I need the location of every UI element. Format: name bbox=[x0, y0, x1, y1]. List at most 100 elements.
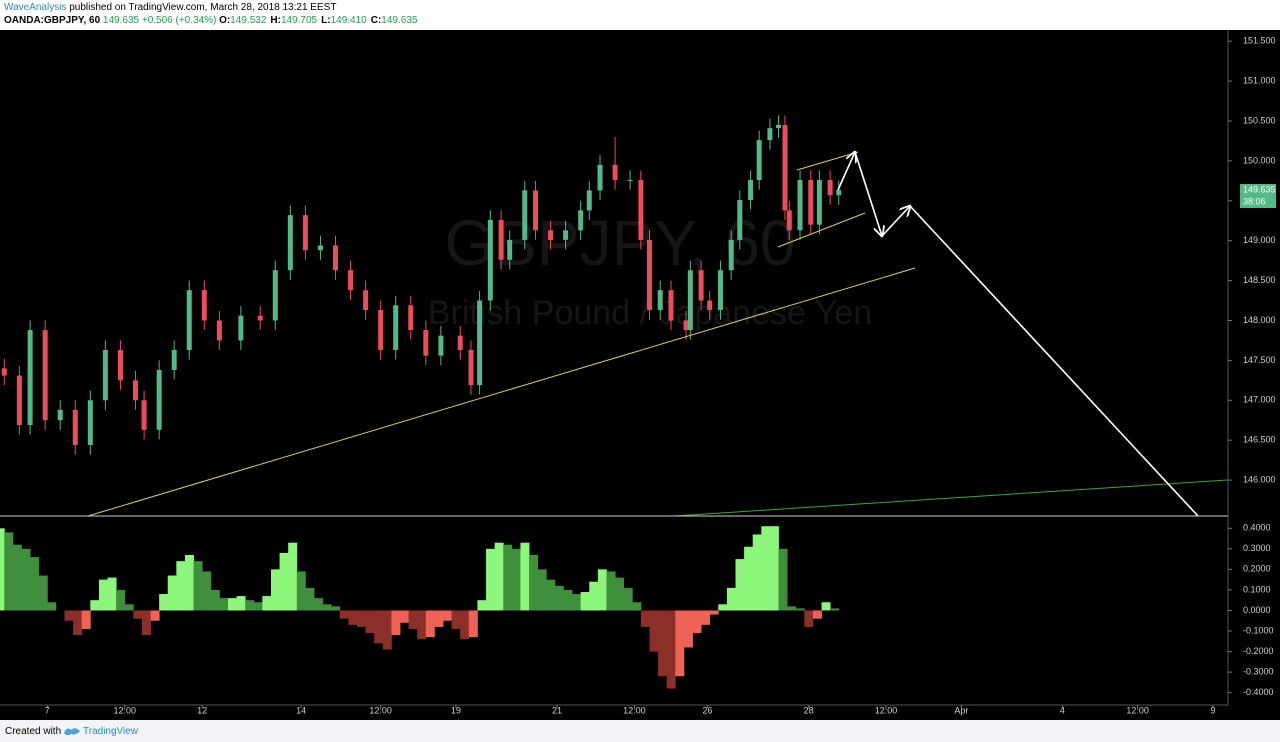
histogram-bar bbox=[133, 610, 143, 619]
last-price-tag bbox=[1240, 184, 1276, 197]
histogram-bar bbox=[769, 526, 779, 611]
candle-body bbox=[348, 270, 354, 291]
candle-body bbox=[16, 375, 22, 426]
channel-line bbox=[777, 212, 866, 248]
forecast-arrow bbox=[837, 152, 855, 191]
x-tick-label: 14 bbox=[296, 705, 306, 715]
candle-body bbox=[477, 300, 483, 386]
histogram-bar bbox=[124, 604, 134, 611]
histogram-bar bbox=[563, 589, 573, 611]
candle-body bbox=[612, 164, 618, 181]
candle-body bbox=[408, 305, 414, 331]
candle-body bbox=[827, 180, 833, 196]
histogram-bar bbox=[580, 591, 590, 611]
candle-body bbox=[216, 320, 222, 341]
candle-body bbox=[816, 180, 822, 225]
ohlc-label: O: bbox=[219, 15, 231, 26]
candle-body bbox=[302, 215, 308, 251]
candle-body bbox=[487, 219, 493, 301]
ohlc-value: 149.635 bbox=[381, 15, 418, 26]
histogram-bar bbox=[262, 596, 272, 611]
trendline bbox=[674, 479, 1228, 516]
histogram-bar bbox=[374, 610, 384, 644]
symbol: OANDA:GBPJPY, 60 bbox=[4, 15, 101, 26]
published: published on TradingView.com, March 28, … bbox=[69, 2, 337, 13]
candle-body bbox=[507, 239, 513, 260]
histogram-bar bbox=[443, 610, 453, 621]
histogram-bar bbox=[116, 589, 126, 611]
histogram-bar bbox=[150, 610, 160, 621]
x-tick-label: 19 bbox=[451, 705, 461, 715]
histogram-bar bbox=[12, 544, 22, 611]
histogram-bar bbox=[658, 610, 668, 677]
histogram-bar bbox=[4, 532, 14, 611]
x-tick-label: 12 bbox=[197, 705, 207, 715]
candle-body bbox=[687, 270, 693, 331]
candle-body bbox=[782, 124, 788, 211]
candle-body bbox=[586, 190, 592, 211]
candle-body bbox=[638, 180, 644, 240]
candle-body bbox=[756, 140, 762, 181]
histogram-bar bbox=[30, 557, 40, 611]
y-tick-label: 147.000 bbox=[1243, 395, 1276, 405]
histogram-bar bbox=[804, 610, 814, 627]
y-tick-label: 146.000 bbox=[1243, 474, 1276, 484]
histogram-bar bbox=[176, 561, 186, 611]
x-tick-label: 12:00 bbox=[875, 705, 898, 715]
candle-body bbox=[238, 315, 244, 341]
candle-body bbox=[836, 190, 842, 196]
y-tick-label: 149.000 bbox=[1243, 235, 1276, 245]
ohlc-label: H: bbox=[270, 15, 281, 26]
y-tick-label: 151.000 bbox=[1243, 75, 1276, 85]
candle-body bbox=[786, 210, 792, 231]
histogram-bar bbox=[425, 610, 435, 638]
candle-body bbox=[102, 350, 108, 401]
created-with: Created with bbox=[5, 726, 62, 737]
histogram-bar bbox=[270, 569, 280, 611]
y-tick-label: -0.3000 bbox=[1243, 666, 1274, 676]
x-tick-label: 12:00 bbox=[1126, 705, 1149, 715]
histogram-bar bbox=[744, 546, 754, 611]
histogram-bar bbox=[511, 548, 521, 611]
candle-body bbox=[627, 180, 633, 182]
y-tick-label: 151.500 bbox=[1243, 36, 1276, 46]
histogram-bar bbox=[623, 587, 633, 611]
header: WaveAnalysis published on TradingView.co… bbox=[0, 0, 1280, 30]
histogram-bar bbox=[632, 602, 642, 611]
brand[interactable]: TradingView bbox=[83, 726, 139, 737]
y-tick-label: 146.500 bbox=[1243, 435, 1276, 445]
watermark: GBPJPY, 60 bbox=[444, 207, 795, 279]
header-line: WaveAnalysis published on TradingView.co… bbox=[4, 2, 336, 13]
candle-body bbox=[87, 400, 93, 445]
histogram-bar bbox=[468, 610, 478, 638]
candle-body bbox=[42, 330, 48, 421]
x-tick-label: 4 bbox=[1060, 705, 1065, 715]
author[interactable]: WaveAnalysis bbox=[4, 2, 67, 13]
histogram-bar bbox=[331, 606, 341, 611]
ohlc-value: 149.532 bbox=[230, 15, 267, 26]
histogram-bar bbox=[640, 610, 650, 627]
histogram-bar bbox=[90, 600, 100, 611]
background bbox=[0, 30, 1280, 720]
histogram-bar bbox=[787, 606, 797, 611]
candle-body bbox=[717, 270, 723, 311]
histogram-bar bbox=[73, 610, 83, 636]
histogram-bar bbox=[529, 554, 539, 611]
histogram-bar bbox=[322, 604, 332, 611]
last-price-label: 149.635 bbox=[1243, 184, 1276, 194]
histogram-bar bbox=[486, 548, 496, 611]
histogram-bar bbox=[64, 610, 74, 621]
candle-body bbox=[57, 409, 63, 421]
candle-body bbox=[1, 368, 7, 376]
candle-body bbox=[808, 180, 814, 225]
histogram-bar bbox=[520, 542, 530, 611]
x-tick-label: Apr bbox=[954, 705, 968, 715]
countdown-label: 38:06 bbox=[1243, 196, 1266, 206]
candle-body bbox=[548, 230, 554, 240]
candle-body bbox=[657, 290, 663, 311]
x-tick-label: 12:00 bbox=[623, 705, 646, 715]
histogram-bar bbox=[279, 552, 289, 611]
histogram-bar bbox=[546, 579, 556, 611]
histogram-bar bbox=[98, 579, 108, 611]
